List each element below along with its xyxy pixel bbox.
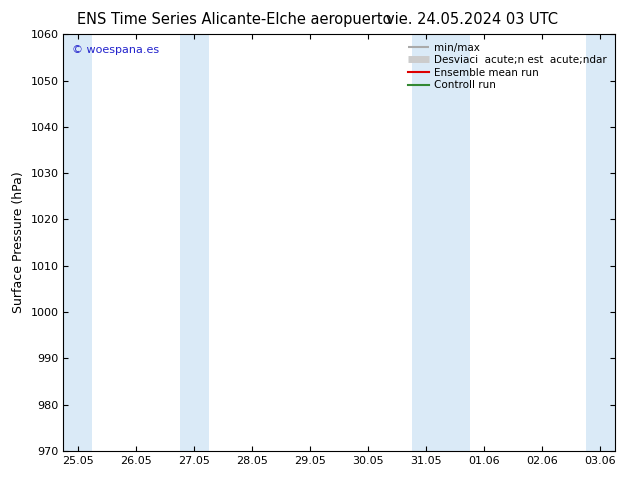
Legend: min/max, Desviaci  acute;n est  acute;ndar, Ensemble mean run, Controll run: min/max, Desviaci acute;n est acute;ndar… [404, 40, 610, 94]
Bar [179, 34, 209, 451]
Bar [411, 34, 470, 451]
Y-axis label: Surface Pressure (hPa): Surface Pressure (hPa) [12, 172, 25, 314]
Text: ENS Time Series Alicante-Elche aeropuerto: ENS Time Series Alicante-Elche aeropuert… [77, 12, 392, 27]
Text: vie. 24.05.2024 03 UTC: vie. 24.05.2024 03 UTC [386, 12, 559, 27]
Bar [586, 34, 615, 451]
Bar [63, 34, 93, 451]
Text: © woespana.es: © woespana.es [72, 45, 158, 55]
